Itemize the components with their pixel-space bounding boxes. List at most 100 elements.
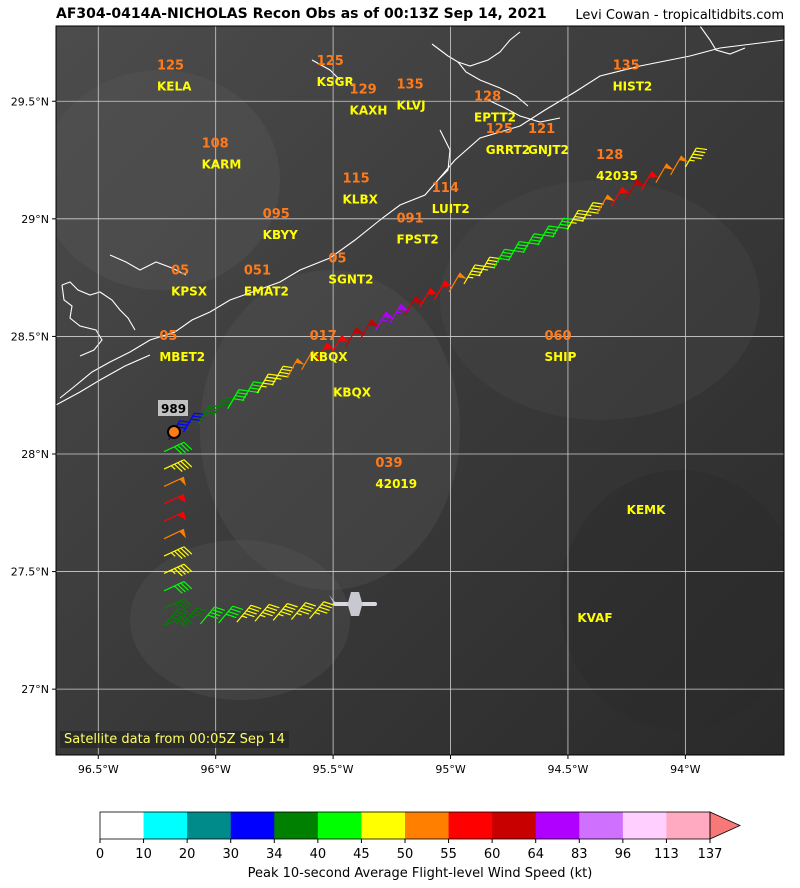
wind-barb <box>611 186 630 207</box>
colorbar-tick-label: 83 <box>571 847 588 862</box>
wind-barb <box>163 494 186 505</box>
station-value: 05 <box>328 252 346 267</box>
colorbar-tick-label: 60 <box>484 847 501 862</box>
wind-barb <box>163 598 193 610</box>
lat-tick-label: 29.5°N <box>11 95 49 108</box>
station-ship[interactable]: 060 SHIP <box>544 329 576 364</box>
wind-barb <box>640 171 659 191</box>
station-luit2[interactable]: 114 LUIT2 <box>432 181 470 216</box>
station-id: KELA <box>157 80 192 94</box>
station-eptt2[interactable]: 128 EPTT2 <box>474 89 516 124</box>
colorbar-tick-label: 10 <box>135 847 152 862</box>
station-gnjt2[interactable]: 121 GNJT2 <box>528 122 569 157</box>
station-id: KARM <box>202 157 242 171</box>
station-karm[interactable]: 108 KARM <box>202 136 242 171</box>
station-kaxh[interactable]: 129 KAXH <box>350 82 388 117</box>
station-value: 125 <box>486 122 513 137</box>
wind-barb <box>272 602 298 621</box>
station-value: 135 <box>397 78 424 93</box>
station-ksgr[interactable]: 125 KSGR <box>317 54 354 89</box>
station-value: 05 <box>159 329 177 344</box>
station-id: KBQX <box>310 350 349 364</box>
wind-barb <box>163 441 193 455</box>
wind-barb <box>684 147 708 168</box>
aircraft-icon <box>329 592 377 616</box>
colorbar-swatch <box>535 812 580 839</box>
wind-barb <box>655 163 674 183</box>
station-kpsx[interactable]: 05 KPSX <box>171 263 208 298</box>
coastline <box>56 26 784 406</box>
station-emat2[interactable]: 051 EMAT2 <box>244 263 289 298</box>
station-id: KAXH <box>350 103 388 117</box>
pressure-label-box <box>158 400 188 416</box>
wind-barb <box>163 528 186 540</box>
station-mbet2[interactable]: 05 MBET2 <box>159 329 205 364</box>
station-kvaf[interactable]: KVAF <box>577 611 612 625</box>
colorbar-swatch <box>492 812 537 839</box>
colorbar-swatch <box>448 812 493 839</box>
colorbar-label: Peak 10-second Average Flight-level Wind… <box>247 866 593 881</box>
station-klbx[interactable]: 115 KLBX <box>343 172 379 207</box>
storm-center[interactable]: 989 <box>158 400 188 439</box>
station-value: 14 <box>784 110 800 125</box>
station-id: 42019 <box>375 477 417 491</box>
wind-barb <box>448 272 467 293</box>
wind-barb <box>596 194 615 215</box>
colorbar-swatch <box>230 812 275 839</box>
station-kbqx[interactable]: KBQX <box>333 385 372 399</box>
wind-barb <box>163 546 193 560</box>
wind-barb <box>163 615 193 628</box>
station-id: LUIT2 <box>432 202 470 216</box>
station-kbqx[interactable]: 017 KBQX <box>310 329 349 364</box>
station-kbyy[interactable]: 095 KBYY <box>263 207 298 242</box>
wind-barb <box>199 606 225 625</box>
station-value: 114 <box>432 181 459 196</box>
center-pressure-label: 989 <box>161 402 186 416</box>
station-klvj[interactable]: 135 KLVJ <box>397 78 426 113</box>
colorbar-tick-label: 0 <box>96 847 104 862</box>
satellite-background <box>56 26 784 755</box>
wind-barb <box>419 288 438 308</box>
station-42019[interactable]: 039 42019 <box>375 456 417 491</box>
station-hist2[interactable]: 135 HIST2 <box>613 59 653 94</box>
station-sh[interactable]: 14 SH <box>784 110 800 145</box>
colorbar-swatch <box>274 812 319 839</box>
station-id: SGNT2 <box>328 273 373 287</box>
station-kela[interactable]: 125 KELA <box>157 59 192 94</box>
colorbar-tick-label: 40 <box>310 847 327 862</box>
lon-tick-label: 95.5°W <box>313 763 354 776</box>
station-sgnt2[interactable]: 05 SGNT2 <box>328 252 373 287</box>
lon-tick-label: 94°W <box>670 763 700 776</box>
station-id: KLBX <box>343 193 379 207</box>
station-value: 039 <box>375 456 402 471</box>
colorbar-swatch <box>405 812 450 839</box>
colorbar-tick-label: 96 <box>615 847 632 862</box>
wind-barb <box>315 342 335 363</box>
station-value: 121 <box>528 122 555 137</box>
station-id: EMAT2 <box>244 284 289 298</box>
lon-tick-label: 94.5°W <box>548 763 589 776</box>
station-fpst2[interactable]: 091 FPST2 <box>397 212 439 247</box>
station-value: 05 <box>171 263 189 278</box>
station-id: HIST2 <box>613 80 653 94</box>
wind-barb <box>301 350 320 371</box>
colorbar-tick-label: 137 <box>698 847 723 862</box>
wind-barb <box>163 459 193 472</box>
credit-text: Levi Cowan - tropicaltidbits.com <box>575 8 784 23</box>
colorbar-swatch <box>100 812 145 839</box>
lat-tick-label: 28°N <box>21 448 49 461</box>
station-id: GNJT2 <box>528 143 569 157</box>
wind-barb <box>309 601 335 619</box>
station-42035[interactable]: 128 42035 <box>596 148 638 183</box>
wind-barb <box>163 563 193 577</box>
station-grrt2[interactable]: 125 GRRT2 <box>486 122 530 157</box>
storm-center-marker[interactable] <box>167 425 181 439</box>
colorbar-tick-label: 45 <box>353 847 370 862</box>
lon-tick-label: 95°W <box>435 763 465 776</box>
colorbar-swatch <box>579 812 624 839</box>
colorbar-tick-label: 30 <box>222 847 239 862</box>
satellite-note: Satellite data from 00:05Z Sep 14 <box>60 731 289 748</box>
station-kemk[interactable]: KEMK <box>627 503 666 517</box>
